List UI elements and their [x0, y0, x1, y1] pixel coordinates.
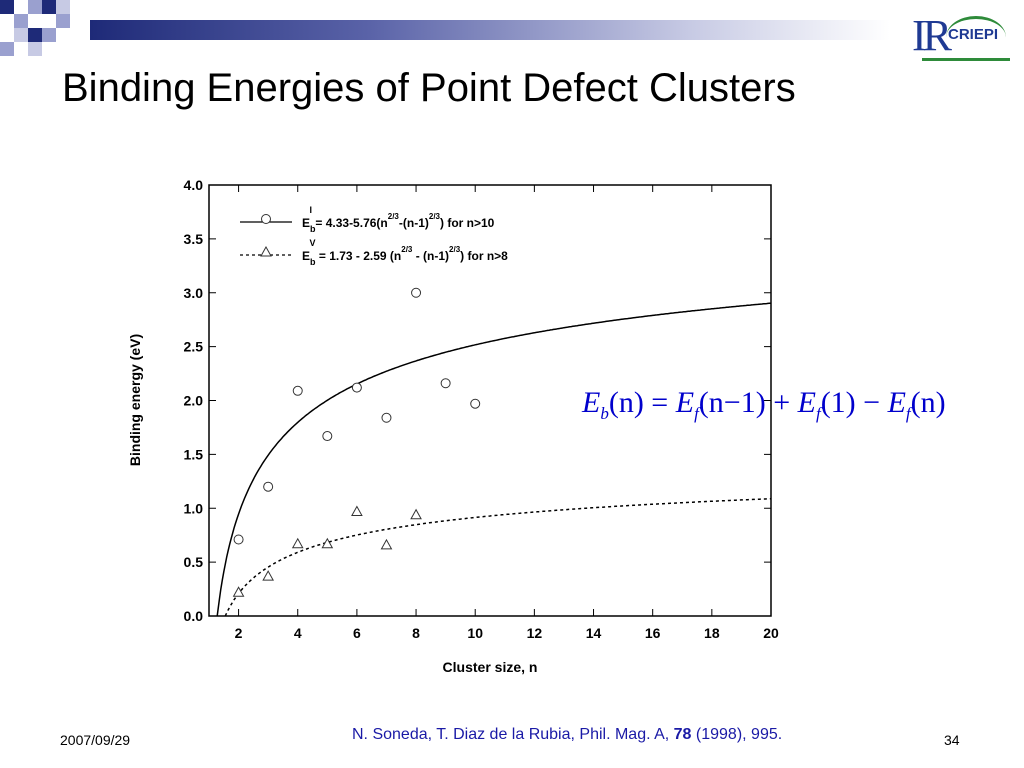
- y-tick-label: 4.0: [184, 177, 204, 193]
- interstitial-point: [261, 214, 271, 224]
- y-tick-label: 3.0: [184, 285, 204, 301]
- interstitial-point: [322, 431, 333, 442]
- header-gradient-bar: [90, 20, 890, 40]
- x-tick-label: 4: [294, 625, 302, 641]
- legend-label-part: V: [310, 238, 316, 248]
- interstitial-point: [263, 481, 274, 492]
- logo-swoosh: [946, 16, 1006, 59]
- legend-label-part: 2/3: [449, 245, 461, 254]
- legend-label-part: = 4.33-5.76(n: [312, 216, 388, 230]
- x-tick-label: 16: [645, 625, 661, 641]
- formula-sub-f: f: [694, 404, 699, 423]
- interstitial-point: [470, 398, 481, 409]
- vacancy-fit-curve: [224, 497, 772, 617]
- reference-prefix: N. Soneda, T. Diaz de la Rubia, Phil. Ma…: [352, 726, 674, 743]
- legend-label-part: - (n-1): [412, 249, 449, 263]
- legend-label-part: b: [310, 257, 316, 267]
- x-tick-label: 14: [586, 625, 602, 641]
- interstitial-fit-curve: [216, 302, 772, 617]
- criepi-logo: IR CRIEPI: [912, 10, 1012, 66]
- footer-date: 2007/09/29: [60, 732, 131, 748]
- formula-part-3: (1) −: [820, 386, 888, 419]
- legend-label-part: 2/3: [388, 212, 400, 221]
- y-tick-label: 1.5: [184, 446, 204, 462]
- y-axis-label: Binding energy (eV): [127, 334, 143, 466]
- x-axis-label: Cluster size, n: [443, 659, 538, 675]
- interstitial-point: [381, 412, 392, 423]
- axis-ticks: 2 4 6 8 10 12 14 16 18 20 0.0 0.5 1.0 1.5 2.0 2.5 3.0 3.5…: [184, 177, 779, 641]
- binding-energy-chart: 2 4 6 8 10 12 14 16 18 20 0.0 0.5 1.0 1.5 2.0 2.5 3.0 3.5…: [127, 177, 779, 675]
- formula-part-2: (n−1) +: [698, 386, 798, 419]
- legend-label-part: 2/3: [429, 212, 441, 221]
- formula-sub-f: f: [815, 404, 821, 423]
- binding-energy-formula: Eb(n) = Ef(n−1) + Ef(1) − Ef(n): [582, 386, 946, 424]
- vacancy-point: [291, 537, 304, 549]
- legend-label: EbV = 1.73 - 2.59 (n2/3 - (n-1)2/3) for …: [302, 238, 508, 267]
- formula-sub-b: b: [600, 404, 609, 423]
- slide-title: Binding Energies of Point Defect Cluster…: [62, 66, 796, 110]
- formula-e: E: [675, 386, 695, 419]
- interstitial-point: [440, 378, 451, 389]
- legend-label-part: I: [310, 205, 313, 215]
- legend-label: EbI = 4.33-5.76(n2/3-(n-1)2/3) for n>10: [302, 205, 495, 234]
- legend-label-part: E: [302, 216, 310, 230]
- y-tick-label: 0.0: [184, 608, 204, 624]
- x-tick-label: 8: [412, 625, 420, 641]
- x-tick-label: 10: [467, 625, 483, 641]
- formula-e: E: [887, 386, 906, 419]
- vacancy-point: [232, 586, 245, 597]
- legend-label-part: E: [302, 249, 310, 263]
- vacancy-point: [351, 505, 363, 516]
- fit-curves: [216, 302, 772, 617]
- y-tick-label: 2.0: [184, 393, 204, 409]
- y-tick-label: 2.5: [184, 339, 204, 355]
- interstitial-point: [292, 385, 303, 396]
- legend-label-part: 2/3: [401, 245, 413, 254]
- y-tick-label: 0.5: [184, 554, 204, 570]
- vacancy-point: [380, 538, 393, 550]
- x-tick-label: 18: [704, 625, 720, 641]
- legend-label-part: b: [310, 224, 316, 234]
- legend-label-part: -(n-1): [399, 216, 429, 230]
- formula-part-4: (n): [910, 386, 946, 419]
- interstitial-point: [351, 382, 362, 393]
- legend-label-part: ) for n>10: [440, 216, 495, 230]
- logo-text: CRIEPI: [948, 26, 999, 43]
- legend-label-part: ) for n>8: [460, 249, 508, 263]
- formula-part-1: (n) =: [608, 386, 676, 419]
- chart-legend: EbI = 4.33-5.76(n2/3-(n-1)2/3) for n>10E…: [240, 205, 508, 267]
- y-tick-label: 3.5: [184, 231, 204, 247]
- vacancy-point: [262, 570, 275, 581]
- x-tick-label: 2: [235, 625, 243, 641]
- interstitial-point: [411, 287, 422, 298]
- formula-sub-f: f: [905, 404, 911, 423]
- legend-label-part: = 1.73 - 2.59 (n: [316, 249, 402, 263]
- reference-suffix: (1998), 995.: [691, 726, 783, 743]
- reference-volume: 78: [673, 726, 692, 743]
- page-number: 34: [944, 732, 960, 748]
- logo-underline: [922, 58, 1010, 61]
- footer-reference: N. Soneda, T. Diaz de la Rubia, Phil. Ma…: [352, 726, 782, 744]
- formula-e: E: [582, 386, 601, 419]
- x-tick-label: 6: [353, 625, 361, 641]
- vacancy-point: [321, 537, 334, 549]
- data-points: [232, 287, 481, 597]
- x-tick-label: 20: [763, 625, 779, 641]
- interstitial-point: [233, 534, 244, 545]
- x-tick-label: 12: [527, 625, 543, 641]
- vacancy-point: [410, 508, 422, 520]
- logo-mark: IR: [912, 11, 952, 60]
- vacancy-point: [260, 245, 272, 257]
- formula-e: E: [797, 386, 816, 419]
- decorative-squares: [0, 0, 70, 56]
- y-tick-label: 1.0: [184, 500, 204, 516]
